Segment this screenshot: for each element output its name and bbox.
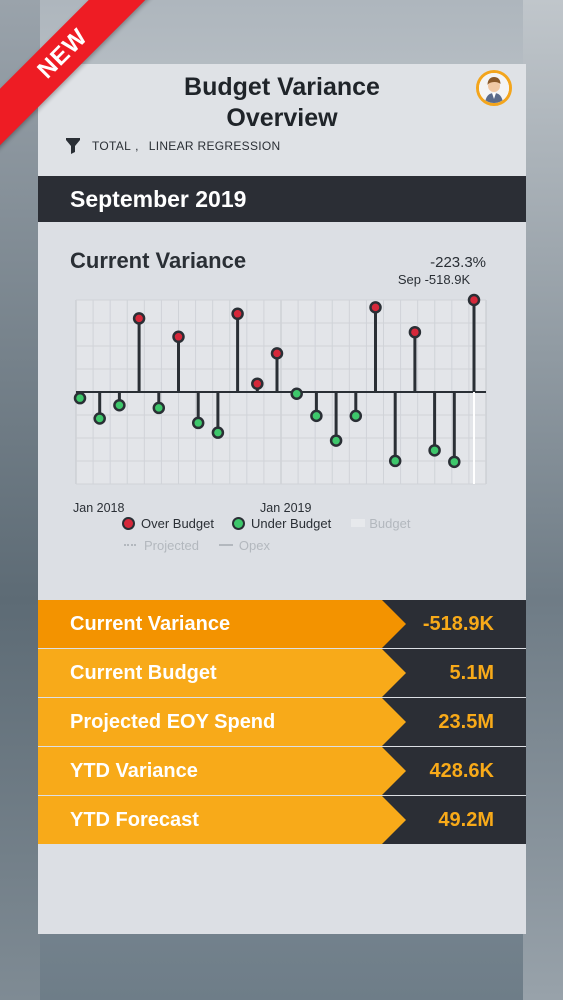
kpi-label: YTD Forecast (38, 796, 406, 844)
kpi-label: Current Variance (38, 600, 406, 648)
kpi-row[interactable]: Current Budget 5.1M (38, 649, 526, 697)
month-bar[interactable]: September 2019 (38, 176, 526, 222)
over-budget-point[interactable] (231, 307, 244, 321)
kpi-label: YTD Variance (38, 747, 406, 795)
under-budget-point[interactable] (329, 434, 343, 447)
over-budget-point[interactable] (172, 330, 185, 344)
over-budget-point[interactable] (369, 301, 382, 314)
filter-row[interactable]: TOTAL , LINEAR REGRESSION (66, 138, 281, 154)
under-budget-point[interactable] (428, 444, 441, 457)
dotted-line-icon (124, 544, 136, 546)
red-dot-icon (124, 518, 133, 528)
kpi-list: Current Variance -518.9K Current Budget 5.1… (38, 600, 526, 844)
budget-swatch-icon (351, 519, 366, 527)
kpi-value: 49.2M (382, 796, 526, 844)
kpi-value: 428.6K (382, 747, 526, 795)
kpi-row[interactable]: Projected EOY Spend 23.5M (38, 698, 526, 746)
under-budget-point[interactable] (191, 416, 205, 430)
under-budget-point[interactable] (290, 387, 303, 401)
kpi-value: 23.5M (382, 698, 526, 746)
chart-points (73, 293, 481, 469)
under-budget-point[interactable] (310, 409, 323, 423)
filter-total: TOTAL (92, 139, 132, 153)
kpi-value: 5.1M (382, 649, 526, 697)
x-tick-label: Jan 2018 (73, 501, 124, 515)
x-tick-label: Jan 2019 (260, 501, 311, 515)
filter-icon (66, 138, 80, 154)
over-budget-point[interactable] (408, 325, 422, 339)
legend-opex[interactable]: Opex (218, 538, 270, 553)
under-budget-point[interactable] (152, 401, 166, 415)
under-budget-point[interactable] (113, 399, 126, 412)
avatar[interactable] (476, 70, 512, 106)
over-budget-point[interactable] (132, 312, 146, 325)
over-budget-point[interactable] (251, 377, 264, 390)
background-left (0, 0, 40, 1000)
green-dot-icon (234, 518, 243, 528)
under-budget-point[interactable] (388, 454, 402, 468)
under-budget-point[interactable] (211, 426, 225, 439)
under-budget-point[interactable] (448, 455, 461, 469)
chart-legend: Over Budget Under Budget Budget Projecte… (124, 512, 430, 556)
under-budget-point[interactable] (349, 409, 363, 423)
variance-chart[interactable]: Sep -518.9K Jan 2018 Jan 2019 (38, 222, 526, 600)
legend-over-budget[interactable]: Over Budget (124, 516, 214, 531)
legend-projected[interactable]: Projected (124, 538, 199, 553)
legend-under-budget[interactable]: Under Budget (234, 516, 331, 531)
under-budget-point[interactable] (93, 412, 106, 425)
chart-percent: -223.3% (430, 254, 486, 271)
legend-budget[interactable]: Budget (351, 516, 410, 531)
chart-section: Current Variance -223.3% Sep -518.9K Jan… (38, 222, 526, 600)
solid-line-icon (218, 544, 233, 546)
user-avatar-icon (479, 73, 509, 103)
kpi-label: Current Budget (38, 649, 406, 697)
kpi-row[interactable]: Current Variance -518.9K (38, 600, 526, 648)
over-budget-point[interactable] (467, 293, 481, 307)
kpi-row[interactable]: YTD Forecast 49.2M (38, 796, 526, 844)
background-right (523, 0, 563, 1000)
page-title: Budget Variance Overview (184, 73, 380, 132)
chart-annotation: Sep -518.9K (398, 272, 471, 287)
chart-title: Current Variance (70, 248, 247, 273)
filter-separator: , (135, 139, 139, 153)
filter-method: LINEAR REGRESSION (148, 139, 281, 153)
dashboard-card: Budget Variance Overview TOTAL , LINEAR … (38, 64, 526, 934)
kpi-row[interactable]: YTD Variance 428.6K (38, 747, 526, 795)
under-budget-point[interactable] (73, 391, 87, 405)
over-budget-point[interactable] (270, 347, 284, 360)
header: Budget Variance Overview TOTAL , LINEAR … (38, 64, 526, 176)
kpi-value: -518.9K (382, 600, 526, 648)
kpi-label: Projected EOY Spend (38, 698, 406, 746)
